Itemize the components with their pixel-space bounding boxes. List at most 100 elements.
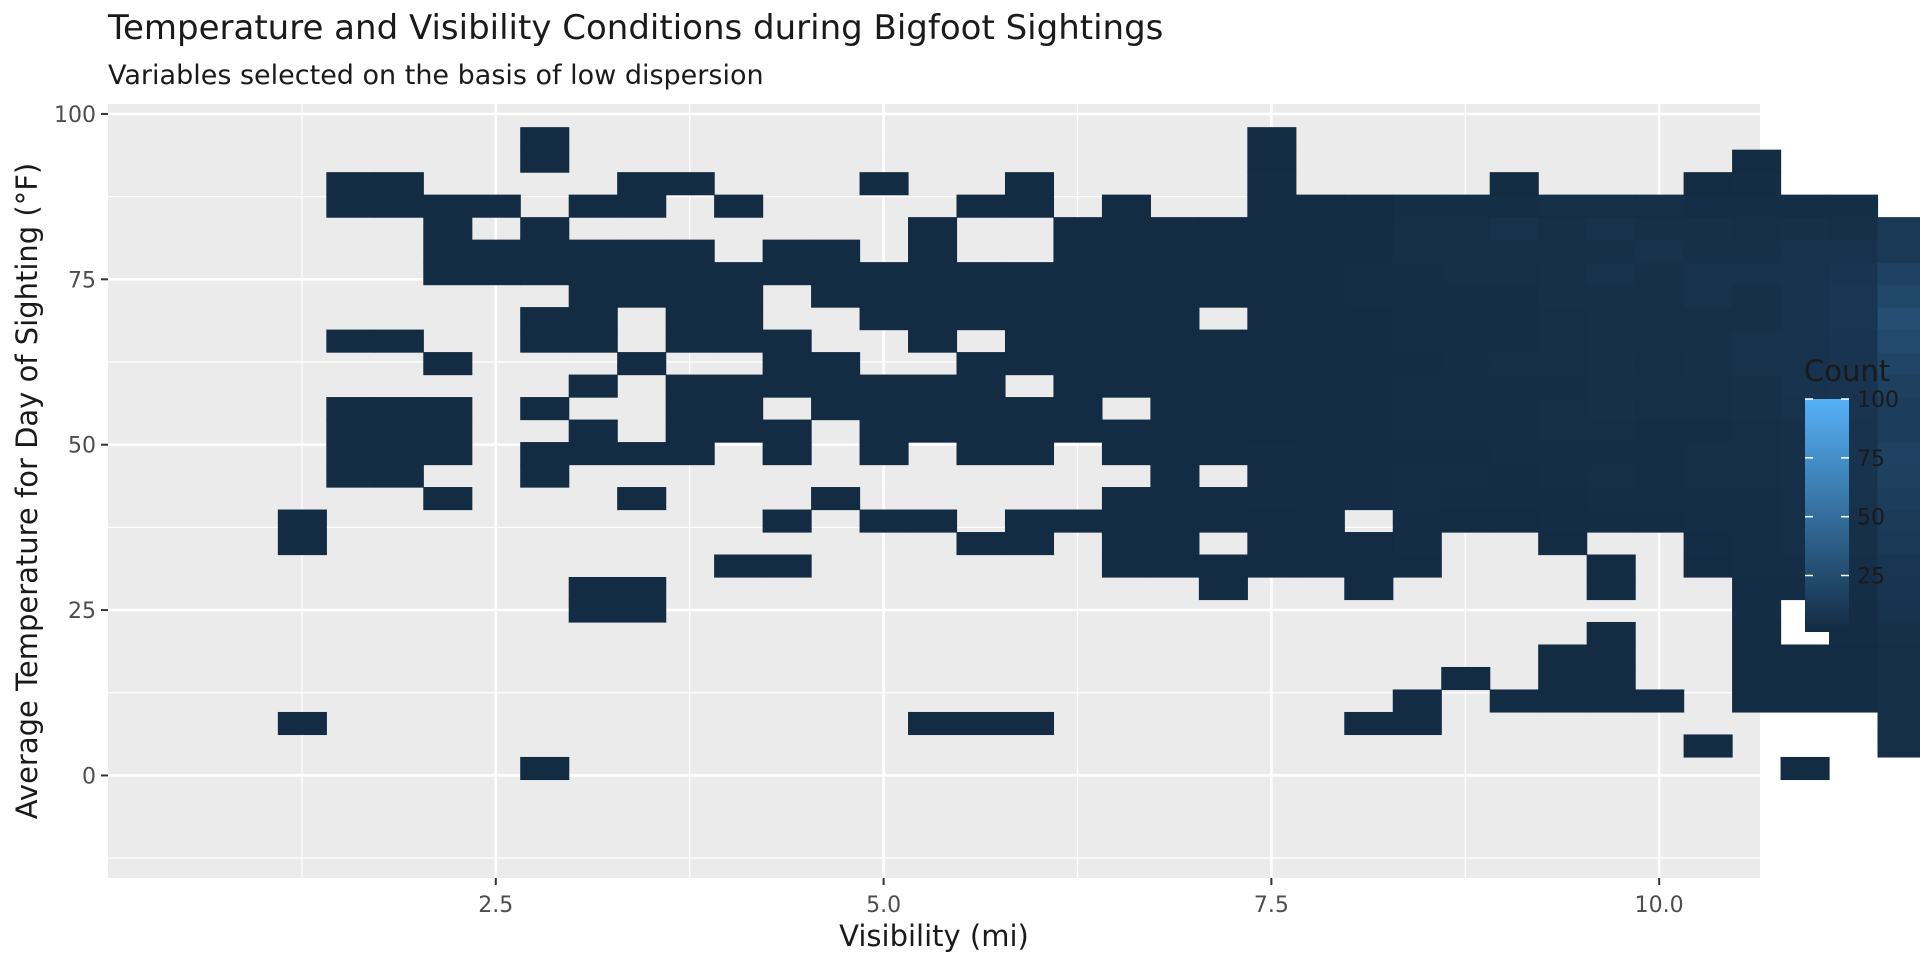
y-tick-label: 75 (68, 268, 96, 293)
heatmap-tile (1684, 240, 1733, 263)
heatmap-tile (1296, 195, 1345, 218)
heatmap-tile (1587, 689, 1636, 712)
heatmap-tile (811, 240, 860, 263)
heatmap-tile (569, 285, 618, 308)
heatmap-tile (1102, 510, 1151, 533)
heatmap-tile (1829, 330, 1878, 353)
heatmap-tile (956, 712, 1005, 735)
heatmap-tile (569, 262, 618, 285)
heatmap-tile (666, 420, 715, 443)
heatmap-tile (1684, 465, 1733, 488)
heatmap-tile (1053, 217, 1102, 240)
heatmap-tile (1247, 307, 1296, 330)
heatmap-tile (1150, 532, 1199, 555)
heatmap-tile (326, 330, 375, 353)
heatmap-tile (1538, 420, 1587, 443)
heatmap-tile (1684, 442, 1733, 465)
heatmap-tile (1878, 532, 1920, 555)
y-tick-label: 100 (54, 103, 96, 128)
heatmap-tile (1393, 240, 1442, 263)
heatmap-tile (1441, 240, 1490, 263)
heatmap-tile (1393, 307, 1442, 330)
heatmap-tile (860, 262, 909, 285)
heatmap-tile (763, 442, 812, 465)
heatmap-tile (569, 195, 618, 218)
heatmap-tile (1005, 712, 1054, 735)
heatmap-tile (1781, 667, 1830, 690)
heatmap-tile (1732, 420, 1781, 443)
heatmap-tile (1490, 689, 1539, 712)
heatmap-tile (1732, 465, 1781, 488)
heatmap-tile (1296, 465, 1345, 488)
heatmap-tile (1199, 330, 1248, 353)
heatmap-tile (1393, 487, 1442, 510)
heatmap-tile (1635, 285, 1684, 308)
heatmap-tile (1732, 307, 1781, 330)
legend-colorbar (1805, 399, 1849, 632)
heatmap-tile (1441, 442, 1490, 465)
heatmap-tile (1587, 352, 1636, 375)
heatmap-tile (1199, 240, 1248, 263)
heatmap-tile (1005, 172, 1054, 195)
heatmap-tile (326, 172, 375, 195)
heatmap-tile (1199, 442, 1248, 465)
heatmap-tile (1441, 510, 1490, 533)
heatmap-tile (1005, 442, 1054, 465)
heatmap-tile (908, 240, 957, 263)
heatmap-tile (569, 330, 618, 353)
heatmap-tile (956, 532, 1005, 555)
heatmap-tile (1296, 442, 1345, 465)
heatmap-tile (326, 465, 375, 488)
heatmap-tile (908, 330, 957, 353)
heatmap-tile (1732, 240, 1781, 263)
heatmap-tile (569, 420, 618, 443)
heatmap-tile (1732, 352, 1781, 375)
heatmap-tile (1587, 487, 1636, 510)
heatmap-tile (520, 330, 569, 353)
heatmap-tile (1150, 510, 1199, 533)
heatmap-tile (1635, 487, 1684, 510)
heatmap-tile (375, 172, 424, 195)
heatmap-tile (1878, 217, 1920, 240)
heatmap-tile (617, 442, 666, 465)
heatmap-tile (1053, 510, 1102, 533)
heatmap-tile (763, 375, 812, 398)
heatmap-tile (423, 217, 472, 240)
heatmap-tile (1053, 240, 1102, 263)
heatmap-tile (1732, 577, 1781, 600)
heatmap-tile (1441, 330, 1490, 353)
heatmap-tile (1005, 195, 1054, 218)
heatmap-tile (666, 172, 715, 195)
heatmap-tile (1829, 644, 1878, 667)
heatmap-tile (666, 262, 715, 285)
heatmap-tile (811, 262, 860, 285)
heatmap-tile (1344, 330, 1393, 353)
heatmap-tile (1829, 195, 1878, 218)
heatmap-tile (1344, 442, 1393, 465)
heatmap-tile (1199, 555, 1248, 578)
heatmap-tile (1005, 420, 1054, 443)
heatmap-tile (375, 397, 424, 420)
heatmap-tile (1878, 330, 1920, 353)
heatmap-tile (1393, 555, 1442, 578)
heatmap-tile (908, 712, 957, 735)
heatmap-tile (1684, 734, 1733, 757)
heatmap-tile (1490, 195, 1539, 218)
heatmap-tile (1732, 644, 1781, 667)
heatmap-tile (956, 375, 1005, 398)
heatmap-tile (1296, 240, 1345, 263)
heatmap-tile (1150, 555, 1199, 578)
heatmap-tile (423, 487, 472, 510)
heatmap-tile (423, 442, 472, 465)
heatmap-tile (617, 487, 666, 510)
heatmap-tile (1102, 375, 1151, 398)
heatmap-tile (1684, 487, 1733, 510)
heatmap-tile (1684, 330, 1733, 353)
heatmap-tile (1247, 510, 1296, 533)
heatmap-tile (1635, 217, 1684, 240)
heatmap-tile (1247, 420, 1296, 443)
heatmap-tile (1247, 262, 1296, 285)
y-axis-title: Average Temperature for Day of Sighting … (10, 163, 44, 819)
heatmap-tile (1005, 510, 1054, 533)
heatmap-tile (860, 375, 909, 398)
